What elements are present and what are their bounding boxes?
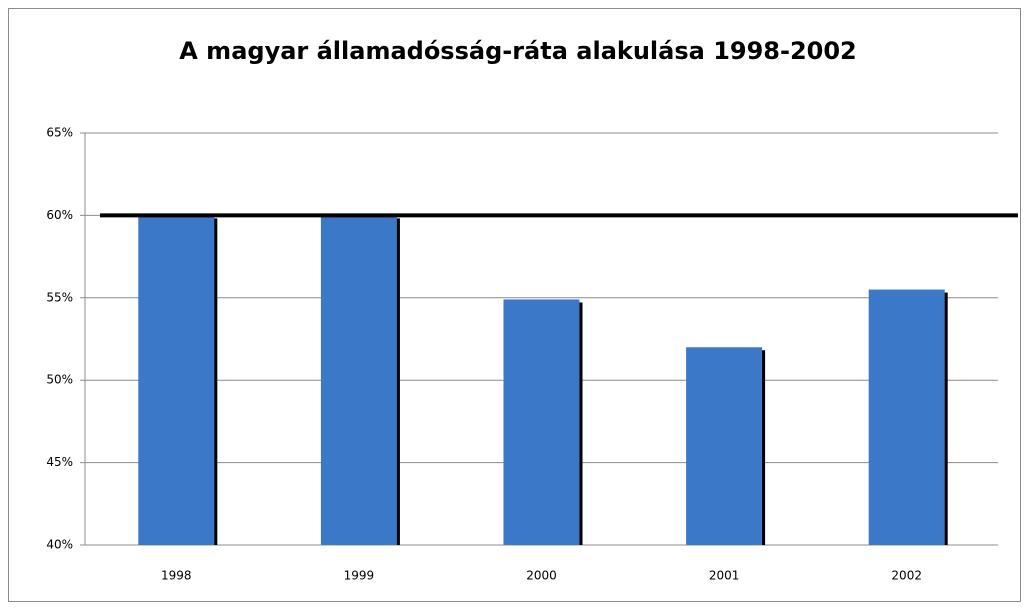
bar [320, 215, 397, 545]
y-tick-label: 55% [46, 290, 73, 304]
x-tick-label: 1999 [344, 569, 375, 583]
bar [686, 347, 763, 545]
y-tick-label: 40% [46, 538, 73, 552]
bar [138, 215, 215, 545]
x-tick-label: 2000 [526, 569, 557, 583]
y-tick-label: 65% [46, 126, 73, 140]
bar [868, 289, 945, 545]
y-tick-label: 50% [46, 373, 73, 387]
x-tick-label: 1998 [161, 569, 192, 583]
bar [503, 299, 580, 545]
y-tick-label: 60% [46, 208, 73, 222]
x-tick-label: 2001 [709, 569, 740, 583]
x-tick-label: 2002 [891, 569, 922, 583]
y-tick-label: 45% [46, 455, 73, 469]
chart-title: A magyar államadósság-ráta alakulása 199… [179, 37, 857, 65]
